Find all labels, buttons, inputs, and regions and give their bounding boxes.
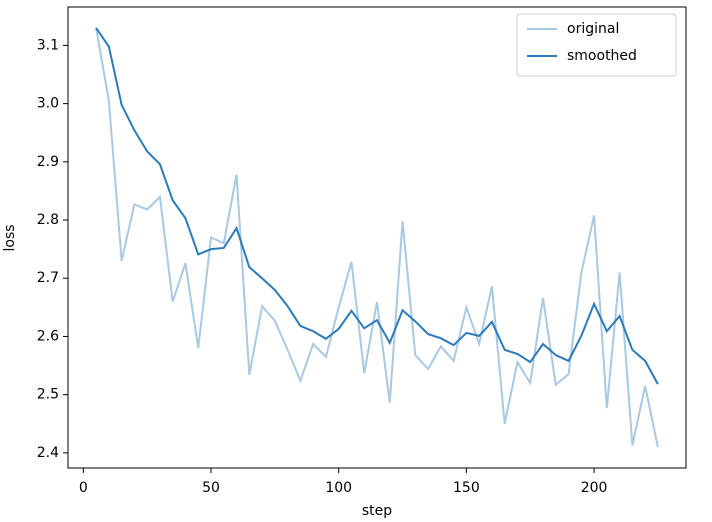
y-tick-label: 2.9 <box>37 154 59 170</box>
y-tick-label: 2.7 <box>37 270 59 286</box>
series-line <box>95 27 659 448</box>
x-tick-label: 150 <box>453 480 480 496</box>
x-tick-label: 50 <box>202 480 220 496</box>
series-line <box>95 27 659 385</box>
legend-label: smoothed <box>567 48 637 64</box>
legend-label: original <box>567 21 619 37</box>
y-tick-label: 3.1 <box>37 37 59 53</box>
y-axis-label: loss <box>2 224 18 251</box>
x-axis-label: step <box>362 503 392 519</box>
x-tick-label: 100 <box>325 480 352 496</box>
y-tick-label: 2.8 <box>37 212 59 228</box>
y-tick-label: 2.6 <box>37 328 59 344</box>
x-tick-label: 0 <box>79 480 88 496</box>
y-tick-label: 3.0 <box>37 96 59 112</box>
y-tick-label: 2.5 <box>37 387 59 403</box>
x-tick-label: 200 <box>581 480 608 496</box>
y-tick-label: 2.4 <box>37 445 59 461</box>
plot-frame <box>67 6 687 469</box>
